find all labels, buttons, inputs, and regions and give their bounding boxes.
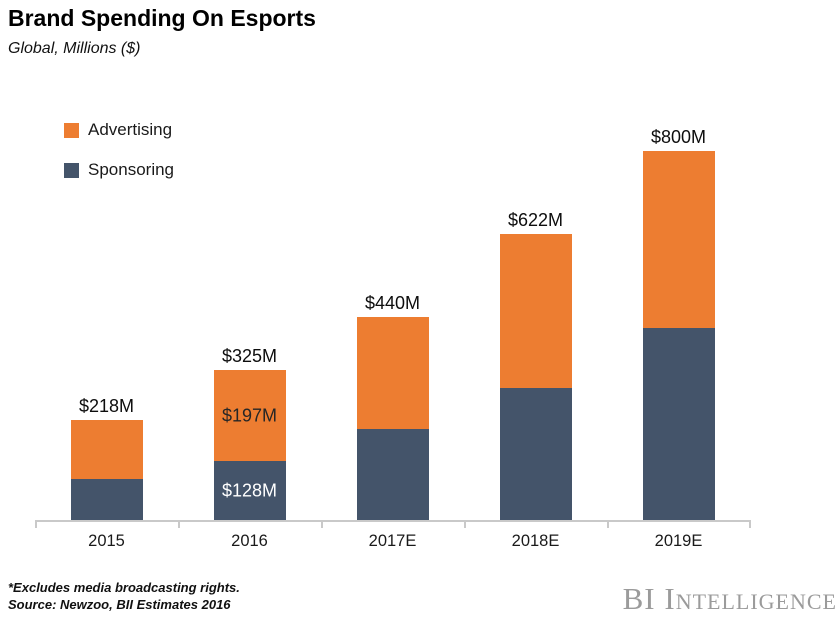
sponsoring-segment xyxy=(642,328,715,520)
x-axis-label-2017e: 2017E xyxy=(368,532,417,550)
legend-item-sponsoring: Sponsoring xyxy=(64,160,174,180)
x-axis-label-2015: 2015 xyxy=(88,532,125,550)
chart-legend: Advertising Sponsoring xyxy=(64,120,174,200)
bar-total-label: $218M xyxy=(78,396,135,416)
axis-tick xyxy=(178,522,180,528)
advertising-segment xyxy=(356,317,429,429)
stacked-bar: $128M $197M xyxy=(213,370,286,520)
axis-tick xyxy=(749,522,751,528)
sponsoring-segment xyxy=(499,388,572,520)
x-axis-label-2016: 2016 xyxy=(231,532,268,550)
bar-group: $325M $128M $197M xyxy=(213,346,286,520)
footnote-exclusion: *Excludes media broadcasting rights. xyxy=(8,580,240,595)
stacked-bar xyxy=(499,234,572,520)
legend-item-advertising: Advertising xyxy=(64,120,174,140)
bar-group: $218M xyxy=(70,396,143,520)
stacked-bar xyxy=(642,151,715,520)
page-title: Brand Spending On Esports xyxy=(8,5,316,31)
sponsoring-segment xyxy=(356,429,429,520)
segment-value-label: $128M xyxy=(221,480,278,500)
page-subtitle: Global, Millions ($) xyxy=(8,40,141,57)
x-axis-line xyxy=(35,520,751,530)
axis-tick xyxy=(321,522,323,528)
bar-total-label: $325M xyxy=(221,346,278,366)
x-axis-labels: 2015 2016 2017E 2018E 2019E xyxy=(35,532,750,551)
axis-tick xyxy=(35,522,37,528)
sponsoring-segment xyxy=(70,479,143,520)
chart-column-2016: $325M $128M $197M xyxy=(178,145,321,520)
axis-tick xyxy=(607,522,609,528)
advertising-segment xyxy=(642,151,715,328)
sponsoring-segment: $128M xyxy=(213,461,286,520)
footnote-source: Source: Newzoo, BII Estimates 2016 xyxy=(8,597,231,612)
stacked-bar xyxy=(70,420,143,520)
advertising-segment xyxy=(499,234,572,388)
stacked-bar xyxy=(356,317,429,520)
bar-group: $622M xyxy=(499,210,572,520)
chart-column-2015: $218M xyxy=(35,145,178,520)
chart-column-2018e: $622M xyxy=(464,145,607,520)
advertising-segment xyxy=(70,420,143,479)
advertising-legend-swatch-icon xyxy=(64,122,79,138)
bar-group: $440M xyxy=(356,293,429,520)
x-axis-label-2018e: 2018E xyxy=(511,532,560,550)
legend-label: Advertising xyxy=(88,120,173,139)
legend-label: Sponsoring xyxy=(88,160,175,179)
axis-tick xyxy=(464,522,466,528)
bar-total-label: $622M xyxy=(507,210,564,230)
bar-total-label: $800M xyxy=(650,127,707,147)
bi-intelligence-logo: BI Intelligence xyxy=(622,581,837,616)
bar-group: $800M xyxy=(642,127,715,520)
segment-value-label: $197M xyxy=(221,405,278,425)
advertising-segment: $197M xyxy=(213,370,286,461)
bar-total-label: $440M xyxy=(364,293,421,313)
x-axis-label-2019e: 2019E xyxy=(654,532,703,550)
chart-column-2019e: $800M xyxy=(607,127,750,520)
plot-area: $218M $325M $128M $197M $440M $622M $800M xyxy=(35,127,750,520)
chart-column-2017e: $440M xyxy=(321,145,464,520)
sponsoring-legend-swatch-icon xyxy=(64,162,79,178)
